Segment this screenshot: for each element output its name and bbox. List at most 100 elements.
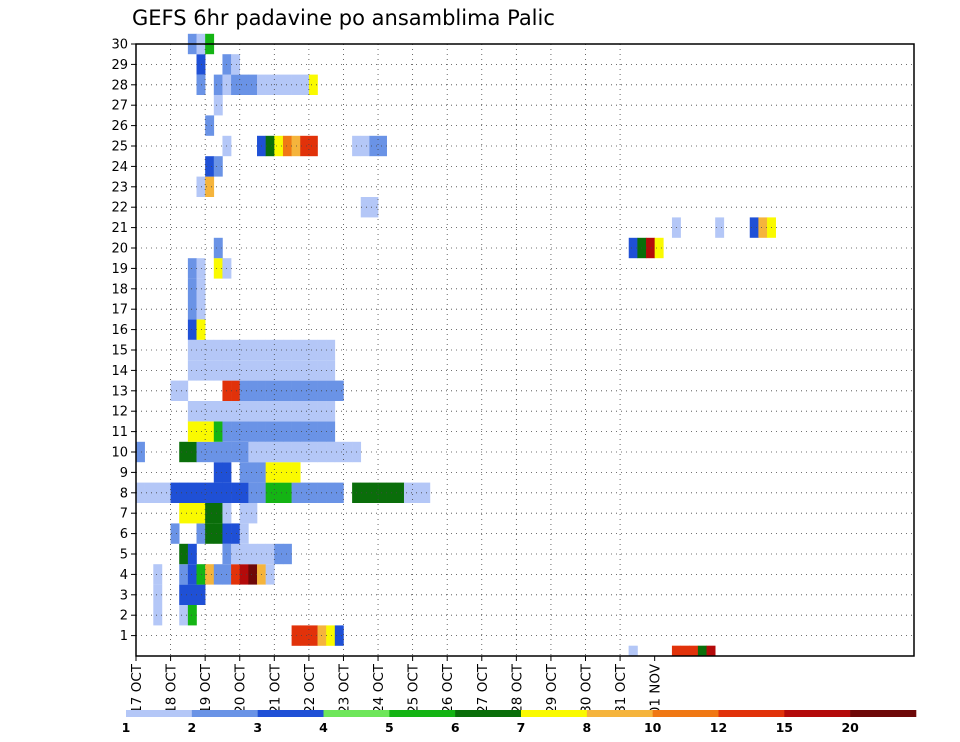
precip-cell <box>213 237 223 259</box>
chart-title: GEFS 6hr padavine po ansamblima Palic <box>132 6 555 30</box>
precip-cell <box>239 339 249 361</box>
precip-cell <box>326 482 336 503</box>
legend-label: 15 <box>776 720 793 735</box>
precip-cell <box>196 584 206 605</box>
legend-label: 3 <box>253 720 262 735</box>
precip-cell <box>196 319 206 340</box>
precip-cell <box>179 564 189 585</box>
precip-cell <box>274 543 284 565</box>
precip-cell <box>196 523 206 544</box>
precip-cell <box>265 135 275 157</box>
precip-cell <box>689 645 699 656</box>
precip-cell <box>265 74 275 95</box>
precip-cell <box>282 482 292 503</box>
precip-cell <box>196 401 206 422</box>
y-tick-label: 23 <box>111 180 128 195</box>
precip-cell <box>248 421 258 442</box>
precip-cell <box>213 503 223 524</box>
precip-cell <box>231 401 241 422</box>
precip-cell <box>326 360 336 381</box>
precip-cell <box>274 421 284 442</box>
precip-cell <box>248 543 258 565</box>
precip-cell <box>300 380 310 401</box>
precip-cell <box>144 482 154 503</box>
x-tick-label: 19 OCT <box>198 663 214 714</box>
y-tick-label: 7 <box>120 507 128 522</box>
precip-cell <box>136 482 145 503</box>
y-tick-label: 27 <box>111 99 128 114</box>
precip-cell <box>282 441 292 463</box>
precip-cell <box>187 299 197 320</box>
precip-cell <box>248 339 258 361</box>
precip-cell <box>239 74 249 95</box>
legend-label: 1 <box>122 720 131 735</box>
precip-cell <box>308 625 318 646</box>
precip-cell <box>308 441 318 463</box>
y-tick-label: 25 <box>111 140 128 155</box>
precip-cell <box>265 482 275 503</box>
precip-cell <box>300 339 310 361</box>
precip-cell <box>231 380 241 401</box>
precip-cell <box>187 564 197 585</box>
legend-label: 20 <box>841 720 859 735</box>
precip-cell <box>282 401 292 422</box>
legend-swatch <box>652 710 719 717</box>
precip-cell <box>248 503 258 524</box>
precip-cell <box>205 523 215 544</box>
precip-cell <box>213 523 223 544</box>
precip-cell <box>187 401 197 422</box>
y-tick-label: 12 <box>111 405 128 420</box>
x-tick-label: 31 OCT <box>613 663 629 714</box>
precip-cell <box>231 74 241 95</box>
precip-cell <box>378 135 387 157</box>
precip-cell <box>300 401 310 422</box>
precip-cell <box>274 462 284 483</box>
legend-swatch <box>850 710 917 717</box>
precip-cell <box>274 380 284 401</box>
precip-cell <box>205 360 215 381</box>
precip-cell <box>274 339 284 361</box>
precip-cell <box>421 482 431 503</box>
precip-cell <box>248 401 258 422</box>
precip-cell <box>213 421 223 442</box>
y-tick-label: 13 <box>111 384 128 399</box>
x-tick-label: 29 OCT <box>544 663 560 714</box>
precip-cell <box>265 339 275 361</box>
y-tick-label: 29 <box>111 58 128 73</box>
precip-cell <box>308 360 318 381</box>
precip-cell <box>343 441 353 463</box>
precip-cell <box>205 421 215 442</box>
x-tick-labels: 17 OCT 18 OCT 19 OCT 20 OCT 21 OCT 22 OCT 23 O… <box>129 656 664 715</box>
precip-cell <box>239 441 249 463</box>
precip-cell <box>213 401 223 422</box>
precip-cell <box>179 605 189 626</box>
x-tick-label: 28 OCT <box>509 663 525 714</box>
precip-cell <box>308 339 318 361</box>
legend-label: 5 <box>385 720 394 735</box>
y-tick-label: 8 <box>120 486 128 501</box>
precip-cell <box>671 645 681 656</box>
y-tick-label: 2 <box>120 609 128 624</box>
y-tick-label: 30 <box>111 38 128 53</box>
precip-cell <box>715 217 725 238</box>
precip-cell <box>187 584 197 605</box>
precip-cell <box>248 462 258 483</box>
precip-cell <box>334 441 344 463</box>
precip-cell <box>378 482 387 503</box>
precip-cell <box>628 645 638 656</box>
precip-cell <box>326 380 336 401</box>
precip-cell <box>231 360 241 381</box>
precip-cell <box>265 401 275 422</box>
precip-cell <box>654 237 664 259</box>
y-tick-label: 21 <box>111 221 128 236</box>
precip-cell <box>196 441 206 463</box>
frame-bottom-mask <box>136 656 914 669</box>
precip-cell <box>300 360 310 381</box>
precip-cell <box>187 339 197 361</box>
precip-cell <box>326 339 336 361</box>
legend-swatch <box>257 710 324 717</box>
precip-cell <box>213 441 223 463</box>
precip-cell <box>239 482 249 503</box>
precip-cell <box>231 543 241 565</box>
precip-cell <box>187 482 197 503</box>
